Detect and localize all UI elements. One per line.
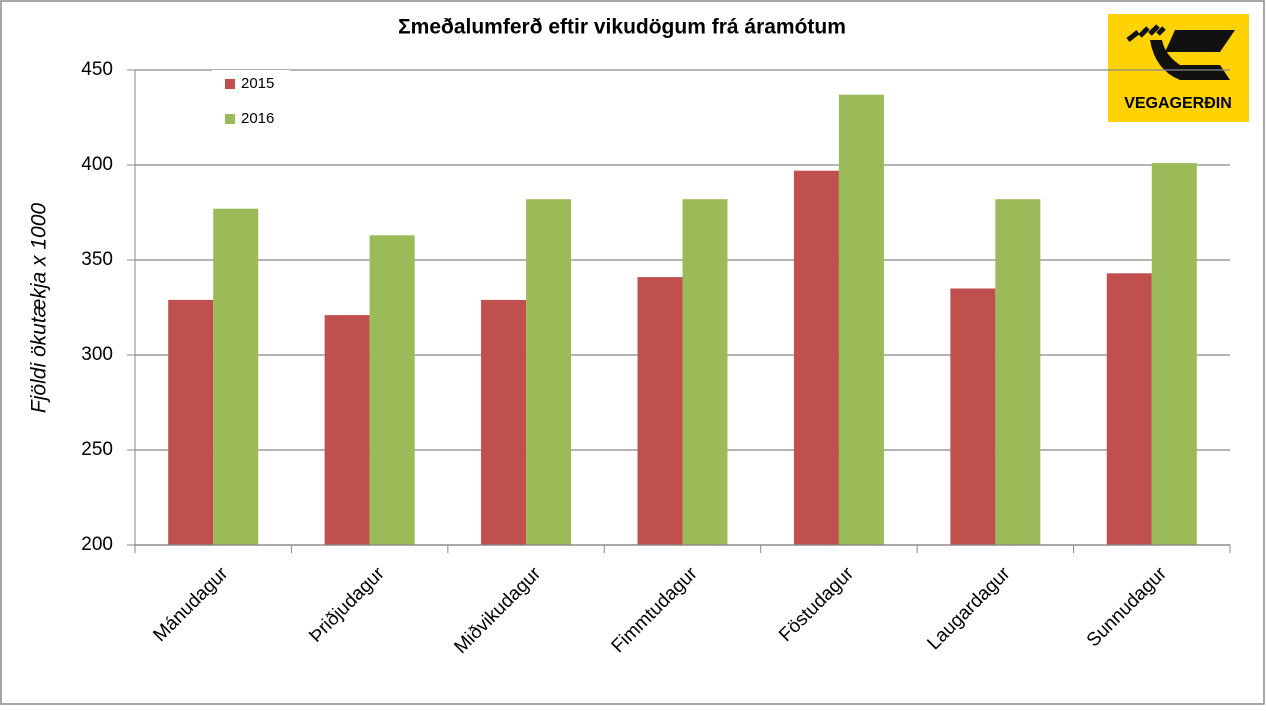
bar: [1106, 273, 1152, 545]
legend-swatch: [225, 79, 235, 89]
bar: [324, 315, 370, 545]
y-tick-label: 450: [81, 59, 113, 80]
logo: VEGAGERÐIN: [1108, 14, 1249, 122]
legend: 2015 2016: [212, 70, 290, 138]
bar: [526, 199, 572, 545]
y-tick-label: 400: [81, 154, 113, 175]
y-tick-label: 200: [81, 534, 113, 555]
bar: [838, 94, 884, 545]
y-tick-label: 350: [81, 249, 113, 270]
bar: [950, 288, 996, 545]
y-tick-label: 300: [81, 344, 113, 365]
bar: [793, 170, 839, 545]
bar: [369, 235, 415, 546]
chart-title: Σmeðalumferð eftir vikudögum frá áramótu…: [398, 16, 846, 39]
legend-label: 2015: [241, 75, 274, 92]
bar: [995, 199, 1041, 545]
bar: [637, 277, 683, 545]
legend-swatch: [225, 114, 235, 124]
y-tick-label: 250: [81, 439, 113, 460]
bar: [682, 199, 728, 545]
logo-stripes: [1126, 24, 1166, 42]
bar: [1151, 163, 1197, 545]
logo-text: VEGAGERÐIN: [1124, 95, 1232, 112]
bar: [168, 299, 214, 545]
bar: [481, 299, 527, 545]
logo-block: [1165, 30, 1235, 52]
bar: [213, 208, 259, 545]
y-axis-label: Fjöldi ökutækja x 1000: [28, 203, 51, 413]
legend-label: 2016: [241, 110, 274, 127]
